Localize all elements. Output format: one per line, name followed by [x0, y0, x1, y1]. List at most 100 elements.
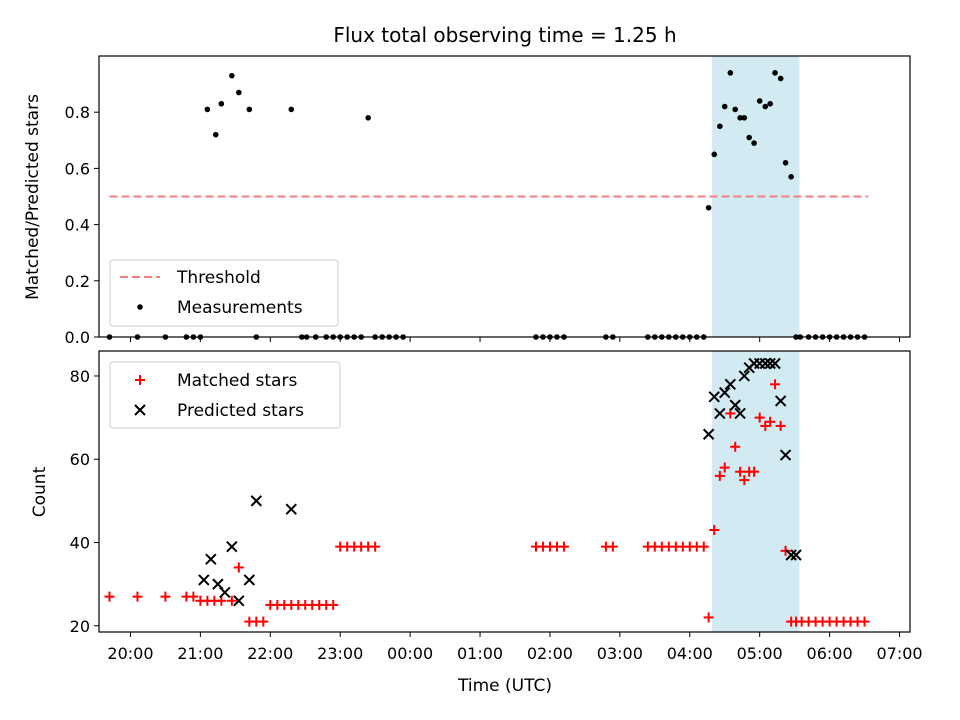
- matched-stars-marker: [216, 595, 227, 606]
- measurement-point: [229, 72, 235, 79]
- measurement-point: [737, 115, 743, 121]
- plot-area: 20:00 21:00 22:00 23:00 00:00 01:00 02:00 03:00…: [65, 55, 923, 663]
- measurement-point: [741, 115, 748, 121]
- matched-stars-marker: [770, 379, 781, 390]
- bottom-panel-y-tick-label: 40: [70, 533, 90, 552]
- legend-matched-label: Matched stars: [177, 371, 297, 391]
- bottom-panel-y-tick-label: 20: [70, 617, 90, 636]
- x-tick-label: 07:00: [876, 644, 922, 663]
- marker-stroke-b: [729, 399, 741, 411]
- x-tick-label: 22:00: [247, 644, 293, 663]
- x-tick-label: 02:00: [527, 644, 573, 663]
- matched-stars-marker: [730, 441, 741, 452]
- x-tick-label: 20:00: [107, 644, 153, 663]
- predicted-stars-marker: [233, 595, 245, 607]
- matched-stars-marker: [233, 562, 244, 573]
- x-tick-label: 05:00: [737, 644, 783, 663]
- x-tick-label: 06:00: [807, 644, 853, 663]
- measurement-point: [218, 100, 225, 107]
- legend-box: [109, 259, 339, 327]
- x-tick-label: 01:00: [457, 644, 503, 663]
- predicted-stars-marker: [734, 407, 746, 420]
- predicted-stars-marker: [219, 586, 231, 599]
- matched-stars-marker: [558, 541, 569, 552]
- matched-stars-marker: [698, 541, 709, 552]
- marker-stroke-b: [724, 378, 737, 391]
- marker-stroke-b: [774, 395, 787, 407]
- marker-stroke-b: [243, 574, 256, 586]
- marker-stroke-b: [779, 449, 792, 461]
- marker-stroke-b: [233, 595, 245, 607]
- x-tick-label: 00:00: [387, 644, 433, 663]
- marker-stroke-b: [702, 428, 715, 440]
- measurement-point: [777, 75, 784, 82]
- predicted-stars-marker: [729, 399, 741, 411]
- matched-stars-marker: [765, 416, 776, 427]
- measurement-point: [751, 140, 757, 146]
- predicted-stars-marker: [198, 574, 210, 586]
- measurement-point: [204, 106, 211, 113]
- top-panel-y-tick-label: 0.0: [65, 328, 90, 347]
- legend-measurements-swatch: [137, 304, 143, 310]
- measurement-point: [732, 106, 739, 113]
- predicted-stars-marker: [714, 407, 726, 420]
- marker-stroke-b: [212, 578, 224, 590]
- top-panel-y-tick-label: 0.8: [65, 103, 90, 122]
- predicted-stars-marker: [790, 549, 802, 561]
- measurement-point: [212, 131, 219, 138]
- matched-stars-marker: [739, 475, 750, 486]
- matched-stars-marker: [735, 466, 746, 477]
- matched-stars-marker: [370, 541, 381, 552]
- matched-stars-marker: [226, 595, 237, 606]
- matched-stars-marker: [188, 591, 199, 602]
- measurement-point: [756, 98, 763, 104]
- measurement-point: [246, 106, 253, 113]
- marker-stroke-b: [250, 495, 263, 507]
- predicted-stars-marker: [774, 395, 787, 407]
- marker-stroke-b: [785, 549, 797, 561]
- marker-stroke-b: [719, 386, 731, 399]
- x-axis-label: Time (UTC): [457, 676, 552, 696]
- bottom-panel-legend: Matched stars Predicted stars: [109, 361, 341, 429]
- predicted-stars-marker: [764, 357, 776, 370]
- predicted-stars-marker: [226, 540, 238, 553]
- legend-threshold-label: Threshold: [176, 268, 261, 288]
- bottom-panel-frame: [98, 350, 911, 633]
- legend-predicted-label: Predicted stars: [177, 401, 304, 421]
- predicted-stars-marker: [708, 391, 720, 403]
- matched-stars-marker: [780, 545, 791, 556]
- matched-stars-marker: [607, 541, 618, 552]
- x-tick-label: 23:00: [317, 644, 363, 663]
- predicted-stars-marker: [243, 574, 256, 586]
- measurement-point: [782, 159, 789, 166]
- marker-stroke-b: [738, 370, 751, 382]
- marker-stroke-b: [759, 357, 771, 370]
- matched-stars-marker: [703, 612, 714, 623]
- predicted-stars-marker: [719, 386, 731, 399]
- measurement-point: [772, 70, 778, 76]
- marker-stroke-b: [198, 574, 210, 586]
- x-tick-label: 21:00: [177, 644, 223, 663]
- bottom-panel-y-tick-label: 80: [70, 367, 90, 386]
- bottom-panel-y-axis-label: Count: [30, 466, 50, 517]
- measurement-point: [767, 100, 773, 107]
- marker-stroke-b: [226, 540, 238, 553]
- marker-stroke-b: [285, 503, 297, 515]
- marker-stroke-b: [219, 586, 231, 599]
- matched-stars-marker: [709, 525, 720, 536]
- top-panel-frame: [98, 55, 911, 338]
- predicted-stars-marker: [250, 495, 263, 507]
- legend-measurements-label: Measurements: [177, 298, 303, 318]
- predicted-stars-marker: [759, 357, 771, 370]
- bottom-panel-y-tick-label: 60: [70, 450, 90, 469]
- matched-stars-marker: [749, 466, 760, 477]
- predicted-stars-marker: [205, 553, 217, 565]
- predicted-stars-marker: [738, 370, 751, 382]
- top-panel-y-axis-label: Matched/Predicted stars: [23, 94, 43, 300]
- marker-stroke-b: [205, 553, 217, 565]
- matched-stars-marker: [754, 412, 765, 423]
- matched-stars-marker: [719, 462, 730, 473]
- predicted-stars-marker: [779, 449, 792, 461]
- measurement-point: [746, 134, 752, 141]
